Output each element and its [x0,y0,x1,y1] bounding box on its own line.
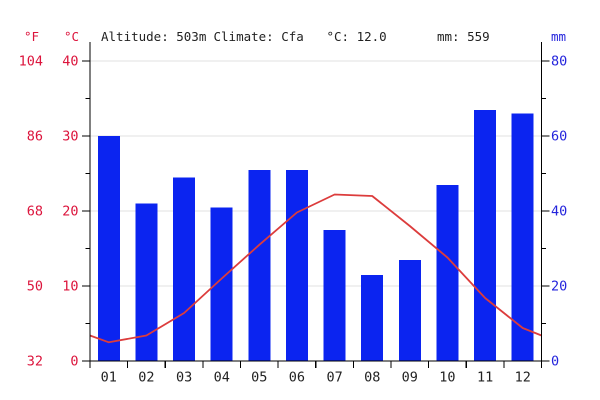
celsius-axis-label: °C [64,29,79,44]
temperature-line [89,193,542,344]
month-label: 11 [477,370,493,386]
fahrenheit-tick-label: 86 [27,129,43,145]
header-mean-temp: °C: 12.0 [327,29,387,44]
mm-tick-label: 20 [551,279,567,295]
precipitation-bar [511,113,534,361]
precipitation-bar [436,184,459,361]
fahrenheit-tick-label: 50 [27,279,43,295]
month-label: 03 [176,370,192,386]
celsius-tick-label: 0 [70,354,78,370]
celsius-tick-label: 10 [62,279,78,295]
mm-tick-label: 60 [551,129,567,145]
mm-tick-label: 80 [551,54,567,70]
mm-tick-label: 40 [551,204,567,220]
celsius-tick-label: 30 [62,129,78,145]
precipitation-bar [135,203,158,361]
month-label: 02 [138,370,154,386]
fahrenheit-tick-label: 104 [19,54,43,70]
precipitation-bar [474,109,497,361]
month-label: 04 [214,370,230,386]
fahrenheit-tick-label: 32 [27,354,43,370]
precipitation-bars [97,109,534,361]
celsius-tick-label: 20 [62,204,78,220]
month-label: 09 [402,370,418,386]
month-label: 10 [439,370,455,386]
month-label: 12 [515,370,531,386]
celsius-tick-label: 40 [62,54,78,70]
month-label: 08 [364,370,380,386]
chart-header: °F °C Altitude: 503m Climate: Cfa °C: 12… [24,29,566,44]
precipitation-bar [210,207,233,361]
precipitation-bar [361,274,384,361]
month-label: 05 [251,370,267,386]
precipitation-bar [323,229,346,361]
tick-labels: 32 0 50 10 68 20 86 30 104 40 0 20 40 60 80 [19,54,568,370]
header-annual-precip: mm: 559 [437,29,490,44]
mm-axis-label: mm [551,29,566,44]
month-label: 06 [289,370,305,386]
fahrenheit-tick-label: 68 [27,204,43,220]
precipitation-bar [173,177,196,361]
month-label: 07 [326,370,342,386]
gridlines [90,60,542,287]
mm-tick-label: 0 [551,354,559,370]
fahrenheit-axis-label: °F [24,29,39,44]
month-label: 01 [101,370,117,386]
precipitation-bar [248,169,271,361]
precipitation-bar [285,169,308,361]
axes [82,42,550,368]
precipitation-bar [398,259,421,361]
temperature-polyline [89,193,542,344]
header-altitude: Altitude: 503m [101,29,206,44]
precipitation-bar [97,136,120,361]
header-climate: Climate: Cfa [214,29,304,44]
month-labels: 01 02 03 04 05 06 07 08 09 10 11 12 [101,370,531,386]
